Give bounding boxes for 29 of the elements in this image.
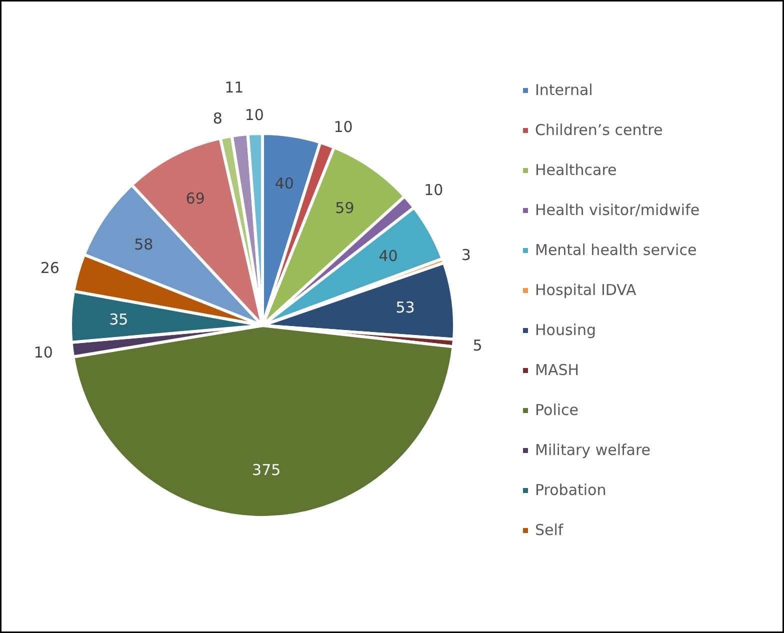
data-label: 10 xyxy=(424,181,444,200)
data-label: 3 xyxy=(461,246,471,264)
data-label: 5 xyxy=(472,336,482,354)
data-label: 40 xyxy=(378,246,398,265)
legend-label: MASH xyxy=(535,360,580,380)
data-label: 26 xyxy=(40,258,60,277)
legend-label: Internal xyxy=(535,80,593,100)
data-label: 10 xyxy=(244,106,264,124)
data-label: 58 xyxy=(134,236,154,254)
legend-label: Police xyxy=(535,400,578,420)
legend-label: Health visitor/midwife xyxy=(535,200,700,220)
legend-label: Probation xyxy=(535,480,606,500)
data-label: 8 xyxy=(212,110,222,128)
legend-label: Self xyxy=(535,520,564,540)
data-label: 10 xyxy=(34,344,53,362)
data-label: 40 xyxy=(274,174,294,193)
data-label: 10 xyxy=(334,118,353,136)
legend-label: Hospital IDVA xyxy=(535,280,636,300)
data-label: 69 xyxy=(186,190,205,208)
data-label: 53 xyxy=(396,298,415,316)
legend-label: Children’s centre xyxy=(535,120,663,140)
data-label: 59 xyxy=(335,198,354,217)
legend-label: Mental health service xyxy=(535,240,697,260)
legend-label: Military welfare xyxy=(535,440,651,460)
data-label: 375 xyxy=(252,460,281,479)
data-label: 35 xyxy=(109,310,128,328)
data-label: 11 xyxy=(224,78,244,97)
legend-label: Healthcare xyxy=(535,160,617,180)
legend-label: Housing xyxy=(535,320,596,340)
